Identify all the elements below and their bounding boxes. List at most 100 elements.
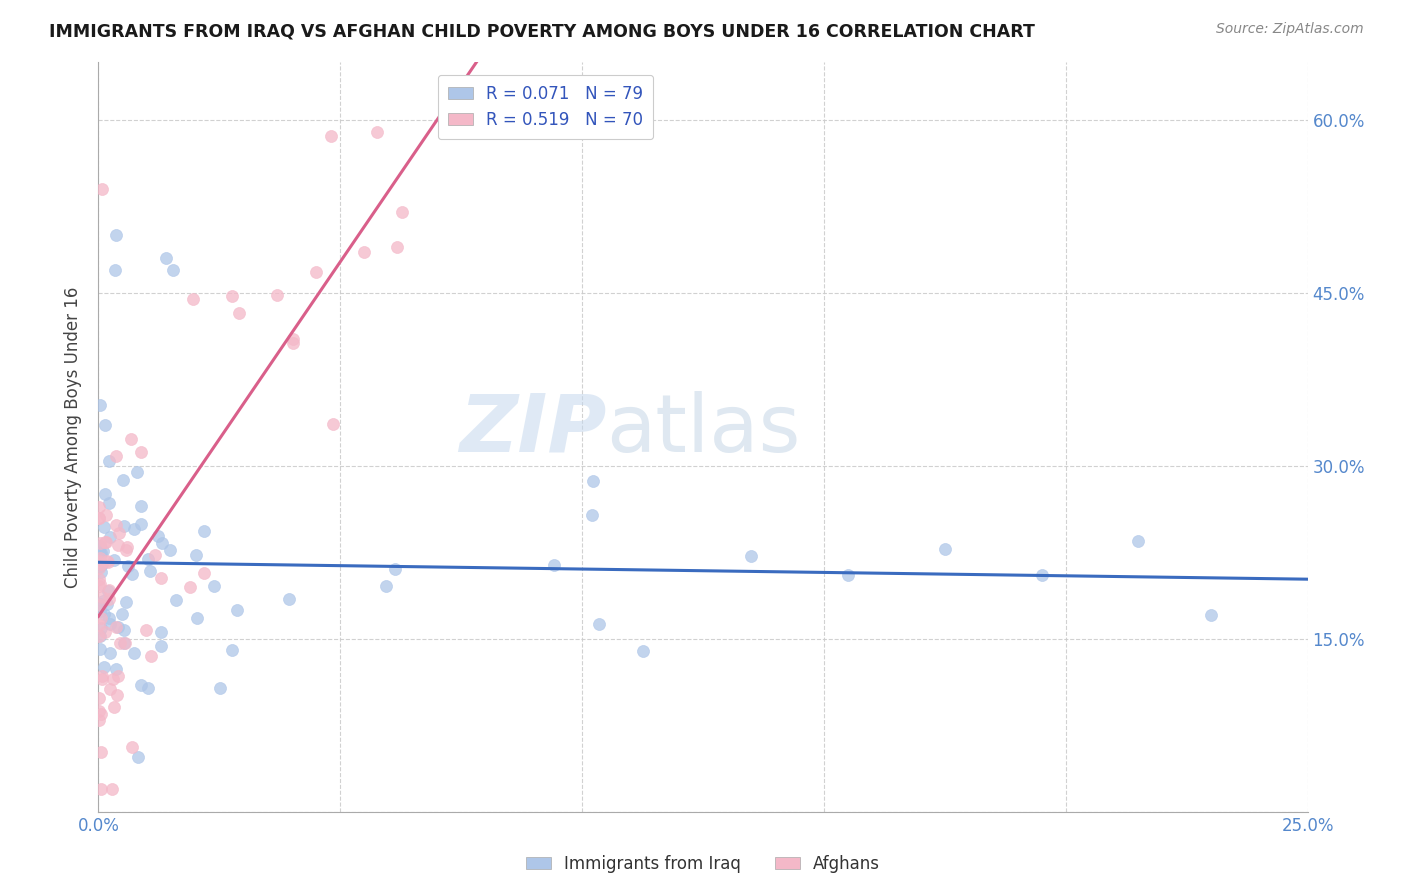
Point xyxy=(107,669,129,683)
Point xyxy=(114,636,136,650)
Point xyxy=(108,525,131,540)
Point xyxy=(281,335,304,350)
Point xyxy=(98,591,121,606)
Point xyxy=(89,511,111,525)
Point xyxy=(96,597,118,611)
Point xyxy=(143,548,166,562)
Point xyxy=(179,580,201,594)
Point xyxy=(96,554,118,568)
Point xyxy=(136,681,159,696)
Point xyxy=(139,564,162,578)
Point xyxy=(391,204,413,219)
Point xyxy=(103,263,125,277)
Point xyxy=(105,688,128,702)
Point xyxy=(91,590,114,604)
Point xyxy=(112,636,135,650)
Point xyxy=(353,244,375,259)
Point xyxy=(94,487,117,501)
Point xyxy=(127,465,149,479)
Point xyxy=(89,579,111,593)
Point xyxy=(89,642,111,657)
Point xyxy=(146,529,169,543)
Point xyxy=(89,561,111,575)
Point xyxy=(1199,608,1222,623)
Point xyxy=(89,398,111,412)
Point xyxy=(184,548,207,562)
Point xyxy=(103,553,125,567)
Point xyxy=(115,540,138,554)
Point xyxy=(104,620,127,634)
Point xyxy=(228,306,250,320)
Point xyxy=(138,552,160,566)
Point xyxy=(90,745,112,759)
Text: ZIP: ZIP xyxy=(458,391,606,468)
Point xyxy=(107,619,129,633)
Point xyxy=(319,129,342,144)
Point xyxy=(366,125,388,139)
Point xyxy=(90,565,112,579)
Point xyxy=(89,576,111,591)
Point xyxy=(631,643,654,657)
Point xyxy=(281,332,304,346)
Point xyxy=(89,604,111,618)
Point xyxy=(150,571,173,585)
Point xyxy=(89,551,111,566)
Point xyxy=(96,508,118,523)
Point xyxy=(837,568,859,582)
Point xyxy=(94,535,117,549)
Point xyxy=(89,629,111,643)
Point xyxy=(89,554,111,568)
Point xyxy=(374,579,396,593)
Point xyxy=(225,603,247,617)
Point xyxy=(98,454,121,468)
Point xyxy=(277,591,299,606)
Point xyxy=(114,594,136,608)
Point xyxy=(193,566,215,581)
Point xyxy=(384,562,406,576)
Point xyxy=(117,558,139,573)
Text: IMMIGRANTS FROM IRAQ VS AFGHAN CHILD POVERTY AMONG BOYS UNDER 16 CORRELATION CHA: IMMIGRANTS FROM IRAQ VS AFGHAN CHILD POV… xyxy=(49,22,1035,40)
Point xyxy=(150,536,173,550)
Point xyxy=(94,535,117,549)
Point xyxy=(105,450,128,464)
Point xyxy=(581,508,603,522)
Point xyxy=(934,542,956,557)
Point xyxy=(122,646,145,660)
Point xyxy=(90,707,112,722)
Point xyxy=(139,648,162,663)
Point xyxy=(94,625,117,640)
Point xyxy=(89,599,111,613)
Point xyxy=(121,739,143,754)
Point xyxy=(135,623,157,637)
Point xyxy=(387,240,409,254)
Point xyxy=(90,182,112,196)
Point xyxy=(93,660,115,674)
Point xyxy=(89,611,111,625)
Point xyxy=(202,579,225,593)
Point xyxy=(1128,534,1150,549)
Point xyxy=(98,530,121,544)
Point xyxy=(104,663,127,677)
Y-axis label: Child Poverty Among Boys Under 16: Child Poverty Among Boys Under 16 xyxy=(65,286,83,588)
Point xyxy=(97,583,120,598)
Point xyxy=(186,611,208,625)
Point xyxy=(266,288,288,302)
Point xyxy=(588,616,610,631)
Point xyxy=(124,522,146,536)
Point xyxy=(221,643,243,657)
Point xyxy=(121,567,143,582)
Text: Source: ZipAtlas.com: Source: ZipAtlas.com xyxy=(1216,22,1364,37)
Point xyxy=(98,610,121,624)
Point xyxy=(89,559,111,574)
Point xyxy=(120,432,142,446)
Point xyxy=(150,639,173,653)
Point xyxy=(89,690,111,705)
Point xyxy=(129,677,152,691)
Point xyxy=(162,263,184,277)
Point xyxy=(101,781,124,796)
Point xyxy=(98,646,121,660)
Point xyxy=(112,624,135,638)
Point xyxy=(103,672,125,686)
Point xyxy=(89,629,111,643)
Point xyxy=(582,474,605,488)
